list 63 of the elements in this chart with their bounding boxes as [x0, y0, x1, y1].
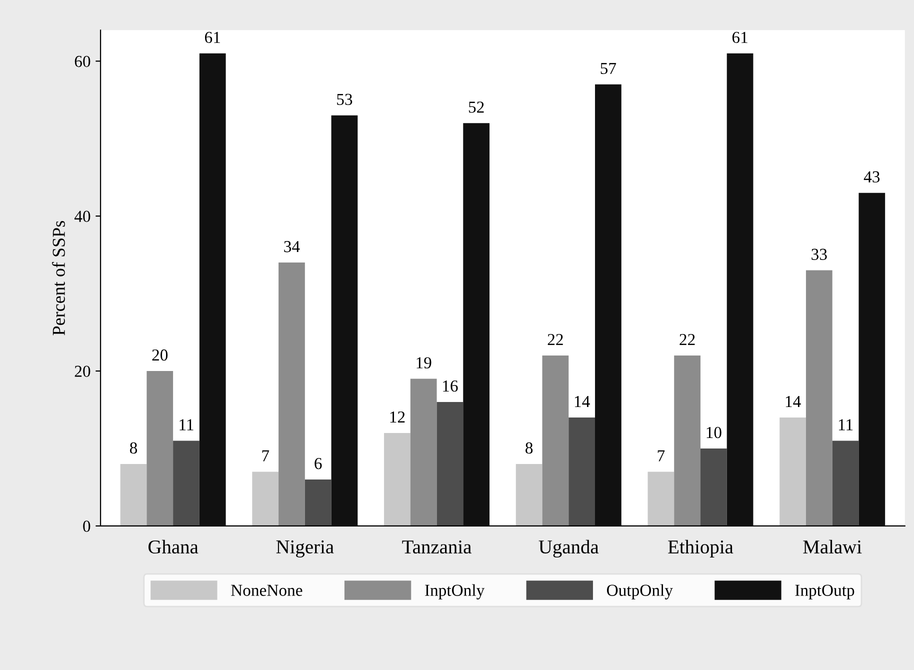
bar [780, 417, 806, 526]
bar [278, 262, 305, 526]
y-tick-label: 20 [74, 366, 90, 377]
bar [252, 472, 279, 526]
bar [568, 417, 595, 526]
bar [173, 440, 200, 526]
y-tick-label: 60 [74, 56, 90, 68]
bar [463, 123, 490, 526]
bar [436, 402, 464, 526]
data-label: 57 [600, 62, 616, 74]
bar [832, 440, 859, 526]
legend-label: NoneNone [231, 584, 302, 596]
data-label: 8 [130, 442, 138, 454]
bar [595, 84, 622, 526]
data-label: 11 [838, 419, 853, 430]
bar [516, 464, 542, 526]
data-label: 7 [262, 450, 270, 462]
data-label: 22 [548, 334, 563, 346]
data-label: 34 [284, 241, 300, 252]
data-label: 6 [314, 458, 322, 470]
data-label: 10 [706, 426, 722, 438]
data-label: 14 [786, 396, 801, 407]
bar [674, 356, 700, 526]
x-tick-label: Tanzania [402, 540, 472, 554]
x-tick-label: Ethiopia [668, 540, 734, 558]
y-tick-label: 0 [83, 520, 90, 532]
x-tick-label: Ghana [148, 540, 198, 554]
bar [120, 464, 147, 526]
bar [146, 371, 174, 526]
x-tick-label: Uganda [538, 540, 599, 558]
bar [384, 432, 410, 526]
data-label: 61 [732, 32, 748, 44]
y-axis-title: Percent of SSPs [52, 221, 65, 336]
data-label: 33 [812, 248, 827, 260]
bar [726, 53, 754, 526]
data-label: 11 [180, 419, 194, 430]
x-tick-label: Nigeria [276, 540, 334, 558]
bar [858, 192, 886, 526]
data-label: 43 [864, 171, 880, 183]
bar [199, 53, 226, 526]
legend-label: OutpOnly [606, 584, 673, 600]
data-label: 52 [468, 102, 484, 113]
bar [410, 378, 437, 526]
data-label: 19 [416, 357, 432, 368]
bar [806, 270, 832, 526]
y-tick-label: 40 [74, 210, 90, 222]
data-label: 7 [658, 450, 665, 462]
legend-label: InptOutp [795, 584, 854, 600]
bar [648, 472, 674, 526]
data-label: 12 [390, 411, 405, 422]
data-label: 8 [526, 442, 533, 454]
bar [542, 356, 569, 526]
x-tick-label: Malawi [803, 540, 862, 554]
bar [304, 479, 332, 526]
legend-label: InptOnly [425, 584, 485, 600]
bar [700, 448, 727, 526]
data-label: 61 [205, 32, 220, 44]
data-label: 53 [337, 94, 352, 106]
data-label: 20 [152, 349, 168, 361]
bar [331, 115, 358, 526]
data-label: 22 [680, 334, 695, 346]
data-label: 16 [443, 380, 458, 392]
data-label: 14 [574, 396, 590, 407]
